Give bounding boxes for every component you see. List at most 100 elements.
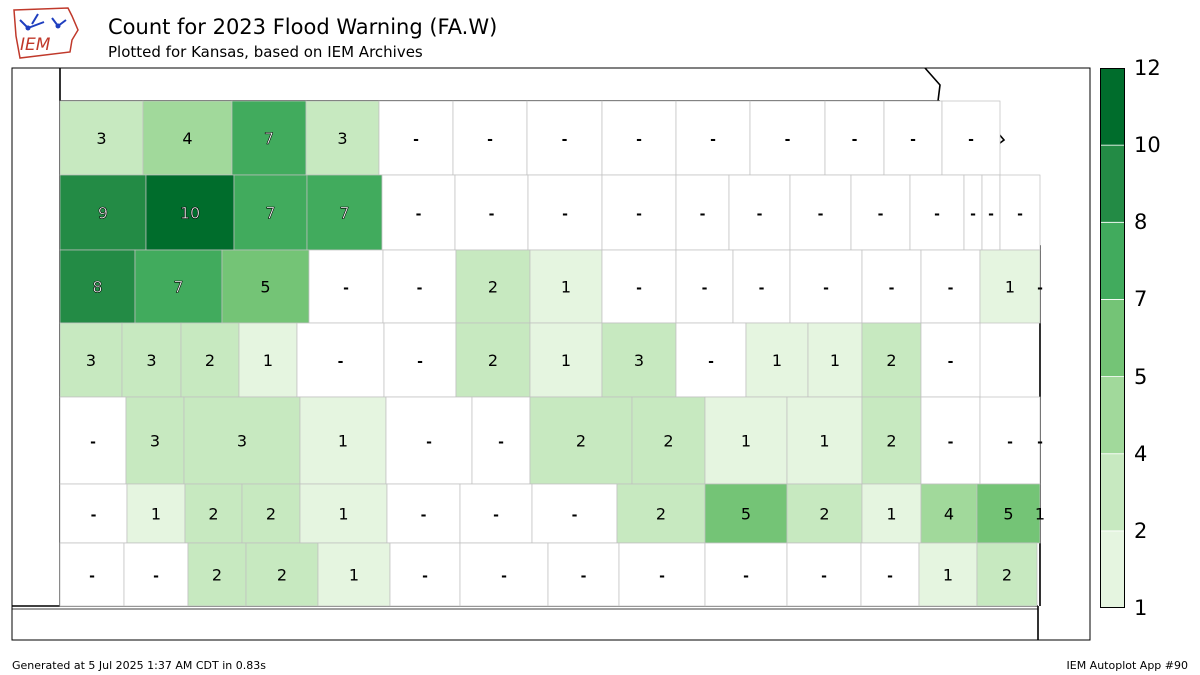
colorbar-cell bbox=[1100, 376, 1125, 455]
county-count-label: 1 bbox=[561, 278, 571, 297]
county-cell bbox=[238, 322, 298, 398]
county-count-label: - bbox=[413, 132, 419, 148]
county-cell bbox=[459, 542, 549, 607]
county-cell bbox=[121, 322, 182, 398]
county-count-label: - bbox=[948, 354, 954, 370]
county-cell bbox=[455, 249, 531, 324]
county-count-label: 7 bbox=[264, 129, 274, 148]
county-count-label: - bbox=[823, 281, 829, 297]
county-count-label: 1 bbox=[338, 432, 348, 451]
county-cell bbox=[183, 396, 301, 485]
county-count-label: 2 bbox=[886, 432, 896, 451]
county-cell bbox=[531, 483, 618, 544]
county-count-label: - bbox=[970, 207, 976, 223]
county-cell bbox=[920, 322, 981, 398]
county-count-label: - bbox=[1037, 281, 1043, 297]
county-cell bbox=[125, 396, 185, 485]
county-cell bbox=[547, 542, 620, 607]
county-count-label: 2 bbox=[277, 566, 287, 585]
county-count-label: - bbox=[422, 569, 428, 585]
county-cell bbox=[142, 100, 233, 176]
county-cell bbox=[59, 100, 144, 176]
county-count-label: - bbox=[757, 207, 763, 223]
county-count-label: 3 bbox=[86, 351, 96, 370]
county-count-label: - bbox=[487, 132, 493, 148]
county-cell bbox=[749, 100, 826, 176]
county-count-label: - bbox=[1017, 207, 1023, 223]
county-count-label: 1 bbox=[886, 505, 896, 524]
county-cell bbox=[789, 174, 852, 251]
app-label: IEM Autoplot App #90 bbox=[1066, 659, 1189, 672]
county-count-label: 2 bbox=[205, 351, 215, 370]
county-count-label: - bbox=[489, 207, 495, 223]
county-count-label: 1 bbox=[151, 505, 161, 524]
county-cell bbox=[306, 174, 383, 251]
county-count-label: 1 bbox=[741, 432, 751, 451]
county-cell bbox=[704, 483, 788, 544]
colorbar-cell bbox=[1100, 68, 1125, 146]
county-count-label: 2 bbox=[819, 505, 829, 524]
county-count-label: - bbox=[948, 281, 954, 297]
county-cell bbox=[382, 249, 457, 324]
county-count-label: 2 bbox=[208, 505, 218, 524]
county-cell bbox=[134, 249, 223, 324]
county-cell bbox=[59, 322, 123, 398]
county-cell bbox=[59, 396, 127, 485]
county-count-label: - bbox=[852, 132, 858, 148]
map-title: Count for 2023 Flood Warning (FA.W) bbox=[108, 15, 498, 39]
county-count-label: - bbox=[700, 207, 706, 223]
county-cell bbox=[601, 100, 677, 176]
county-cell bbox=[601, 322, 677, 398]
county-count-label: 2 bbox=[266, 505, 276, 524]
county-cell bbox=[231, 100, 307, 176]
county-count-label: 1 bbox=[338, 505, 348, 524]
county-count-label: - bbox=[743, 569, 749, 585]
county-count-label: - bbox=[338, 354, 344, 370]
county-count-label: - bbox=[759, 281, 765, 297]
colorbar-cell bbox=[1100, 453, 1125, 532]
county-cell bbox=[526, 100, 603, 176]
county-cell bbox=[704, 542, 788, 607]
county-cell bbox=[241, 483, 301, 544]
generated-timestamp: Generated at 5 Jul 2025 1:37 AM CDT in 0… bbox=[12, 659, 266, 672]
county-count-label: 1 bbox=[830, 351, 840, 370]
county-cell bbox=[221, 249, 310, 324]
county-cell bbox=[999, 174, 1041, 251]
county-count-label: 8 bbox=[92, 278, 102, 297]
county-cell bbox=[786, 396, 863, 485]
county-cell bbox=[381, 174, 456, 251]
county-count-label: - bbox=[636, 281, 642, 297]
county-count-label: - bbox=[968, 132, 974, 148]
colorbar-tick-label: 1 bbox=[1134, 596, 1148, 620]
county-count-label: - bbox=[702, 281, 708, 297]
county-cell bbox=[675, 100, 751, 176]
county-count-label: - bbox=[501, 569, 507, 585]
county-cell bbox=[824, 100, 885, 176]
colorbar-cell bbox=[1100, 530, 1125, 608]
county-count-label: - bbox=[659, 569, 665, 585]
county-cell bbox=[299, 483, 388, 544]
county-cell bbox=[59, 249, 136, 324]
county-cell bbox=[786, 483, 863, 544]
county-cell bbox=[529, 322, 603, 398]
colorbar-tick-label: 10 bbox=[1134, 133, 1161, 158]
county-count-label: 3 bbox=[150, 432, 160, 451]
colorbar-cell bbox=[1100, 144, 1125, 223]
county-count-label: - bbox=[498, 435, 504, 451]
county-cell bbox=[317, 542, 391, 607]
county-count-label: - bbox=[785, 132, 791, 148]
county-cell bbox=[601, 174, 677, 251]
county-count-label: - bbox=[416, 207, 422, 223]
county-count-label: 2 bbox=[576, 432, 586, 451]
colorbar-tick-label: 2 bbox=[1134, 518, 1148, 543]
county-count-label: - bbox=[988, 207, 994, 223]
county-cell bbox=[918, 542, 978, 607]
county-count-label: 1 bbox=[819, 432, 829, 451]
county-cell bbox=[675, 249, 734, 324]
county-cell bbox=[455, 322, 531, 398]
county-cells: 3 4 7 3 - - - - - - - - - 9 10 7 7 - - - - - - - - - - - - 8 7 5 - - 2 1 - - -… bbox=[59, 100, 1045, 607]
county-count-label: 2 bbox=[656, 505, 666, 524]
county-count-label: - bbox=[1037, 435, 1043, 451]
county-count-label: - bbox=[90, 435, 96, 451]
county-count-label: - bbox=[887, 569, 893, 585]
